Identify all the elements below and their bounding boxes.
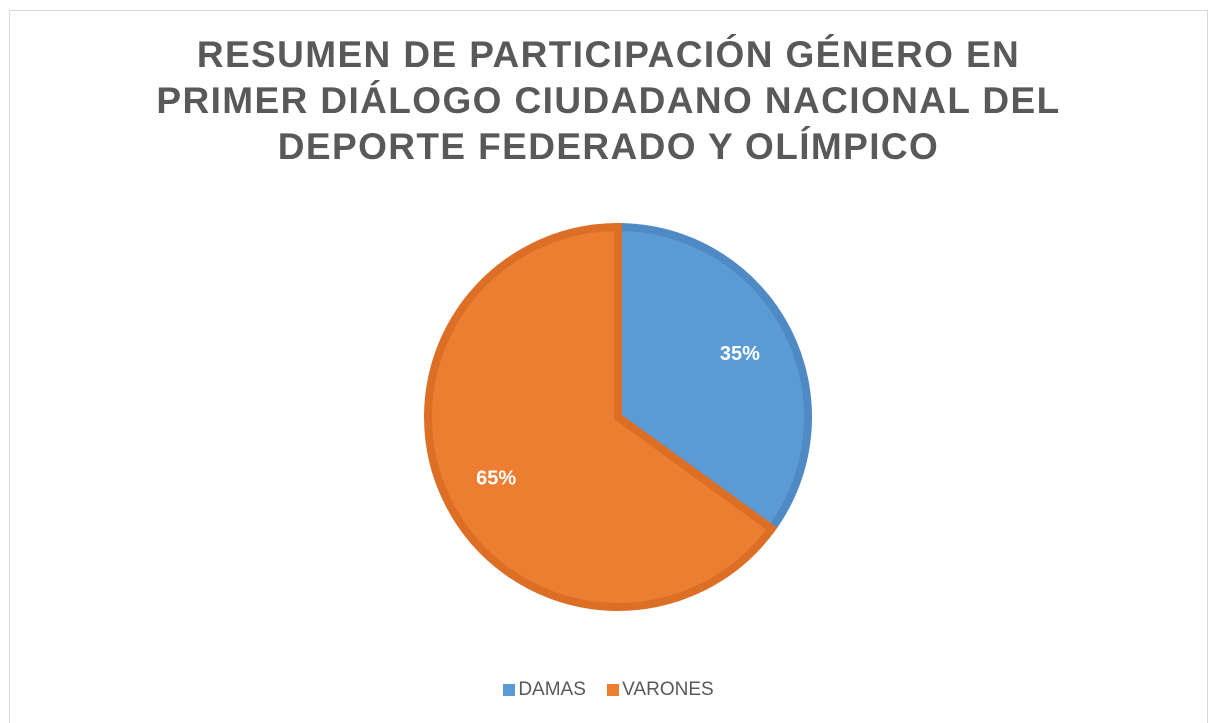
pie-slice-damas xyxy=(614,222,812,535)
legend-swatch-damas xyxy=(503,684,516,696)
legend-label-damas: DAMAS xyxy=(518,679,586,700)
legend-swatch-varones xyxy=(607,684,620,696)
legend-item-damas: DAMAS xyxy=(503,679,586,701)
chart-title-line-2: PRIMER DIÁLOGO CIUDADANO NACIONAL DEL xyxy=(156,80,1061,121)
chart-title: RESUMEN DE PARTICIPACIÓN GÉNERO EN PRIME… xyxy=(0,32,1217,170)
legend-label-varones: VARONES xyxy=(622,679,714,700)
chart-title-line-1: RESUMEN DE PARTICIPACIÓN GÉNERO EN xyxy=(196,34,1021,75)
data-label-damas: 35% xyxy=(720,343,760,365)
legend: DAMAS VARONES xyxy=(0,679,1217,702)
pie-slice-varones xyxy=(424,222,778,611)
legend-item-varones: VARONES xyxy=(607,679,714,701)
data-label-varones: 65% xyxy=(476,467,516,489)
chart-title-line-3: DEPORTE FEDERADO Y OLÍMPICO xyxy=(277,126,940,167)
